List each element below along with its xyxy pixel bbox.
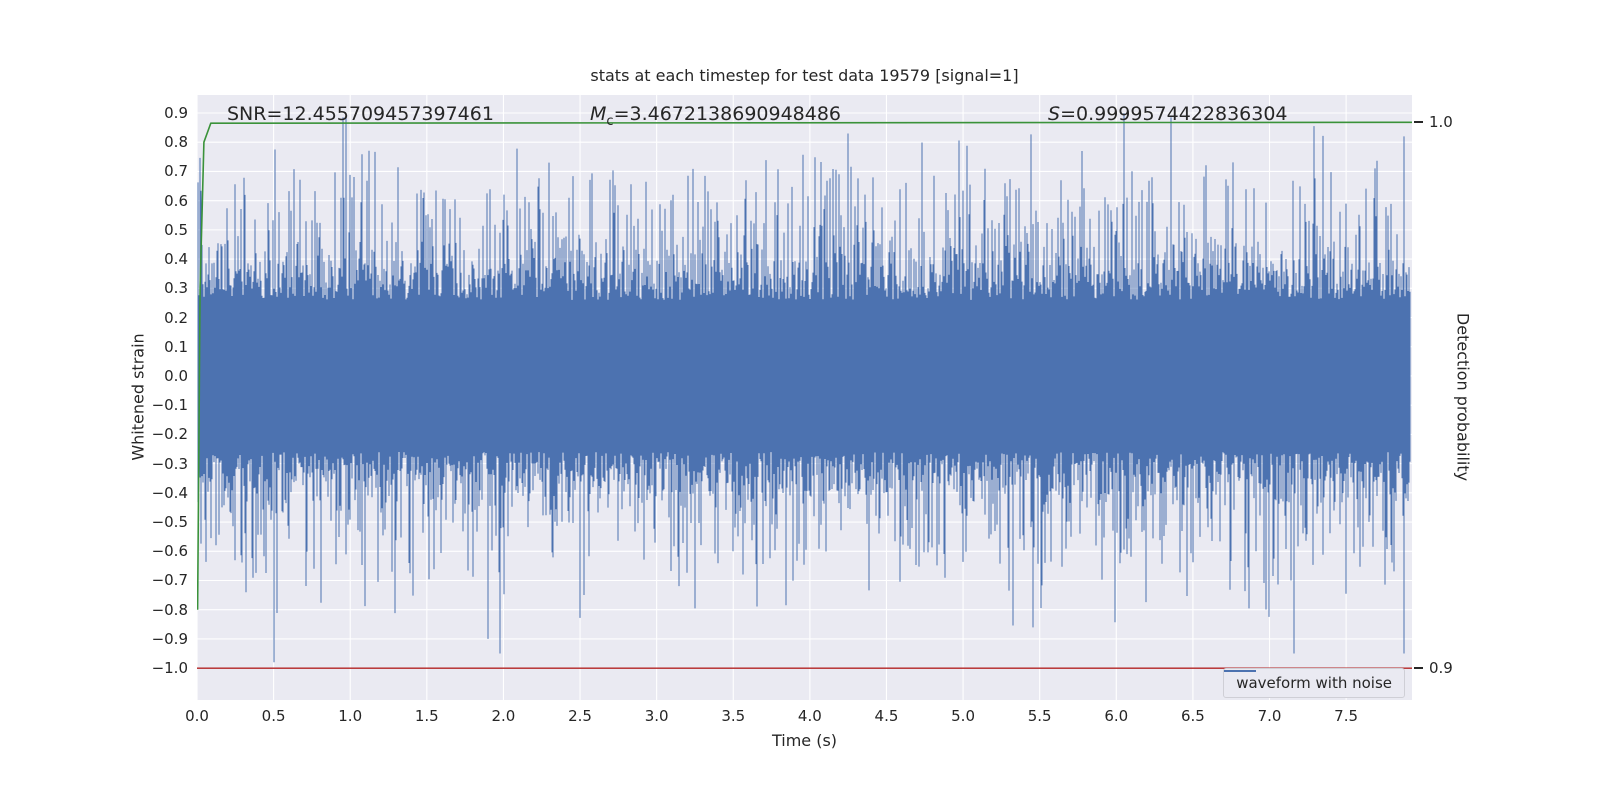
right-tick-mark bbox=[1414, 667, 1423, 670]
chart-title: stats at each timestep for test data 195… bbox=[590, 66, 1019, 85]
y-tick-label: 0.2 bbox=[164, 308, 188, 327]
x-tick-label: 3.0 bbox=[644, 707, 669, 725]
x-tick-label: 0.5 bbox=[261, 707, 286, 725]
x-tick-label: 2.0 bbox=[491, 707, 516, 725]
annotation-mc-subscript: c bbox=[606, 113, 614, 129]
x-tick-label: 1.5 bbox=[414, 707, 439, 725]
y-tick-label: 0.4 bbox=[164, 250, 188, 269]
y-tick-label: 0.7 bbox=[164, 162, 188, 181]
y-tick-label: −0.7 bbox=[151, 571, 188, 590]
right-tick-label: 1.0 bbox=[1429, 113, 1453, 132]
x-tick-label: 3.5 bbox=[721, 707, 746, 725]
y-tick-label: −1.0 bbox=[151, 659, 188, 678]
y-tick-label: 0.3 bbox=[164, 279, 188, 298]
y-tick-label: −0.1 bbox=[151, 396, 188, 415]
plot-area: SNR=12.455709457397461 Mc=3.467213869094… bbox=[197, 95, 1412, 700]
x-tick-label: 6.5 bbox=[1180, 707, 1205, 725]
y-tick-label: −0.8 bbox=[151, 600, 188, 619]
x-tick-label: 4.5 bbox=[874, 707, 899, 725]
x-tick-label: 5.5 bbox=[1027, 707, 1052, 725]
right-tick-mark bbox=[1414, 121, 1423, 124]
y-tick-label: −0.5 bbox=[151, 513, 188, 532]
annotation-s: S=0.9999574422836304 bbox=[1048, 103, 1288, 125]
annotation-snr-text: SNR=12.455709457397461 bbox=[227, 103, 494, 125]
legend-line-sample bbox=[1224, 670, 1257, 672]
x-tick-label: 0.0 bbox=[185, 707, 209, 725]
legend-label: waveform with noise bbox=[1236, 674, 1392, 692]
x-tick-label: 4.0 bbox=[797, 707, 822, 725]
x-tick-label: 6.0 bbox=[1104, 707, 1129, 725]
annotation-mc-var: M bbox=[590, 103, 607, 125]
y-tick-label: 0.6 bbox=[164, 191, 188, 210]
y-tick-label: −0.6 bbox=[151, 542, 188, 561]
y-tick-label: −0.2 bbox=[151, 425, 188, 444]
x-tick-label: 7.5 bbox=[1334, 707, 1359, 725]
y-tick-label: 0.8 bbox=[164, 133, 188, 152]
x-tick-label: 7.0 bbox=[1257, 707, 1282, 725]
legend: waveform with noise bbox=[1223, 668, 1405, 698]
x-tick-label: 5.0 bbox=[951, 707, 975, 725]
annotation-chirp-mass: Mc=3.4672138690948486 bbox=[590, 103, 841, 129]
y-tick-label: 0.0 bbox=[164, 366, 188, 385]
annotation-mc-value: =3.4672138690948486 bbox=[613, 103, 842, 125]
x-tick-label: 2.5 bbox=[568, 707, 592, 725]
y-tick-label: 0.9 bbox=[164, 103, 188, 122]
annotation-s-var: S bbox=[1048, 103, 1061, 125]
y-tick-label: 0.1 bbox=[164, 337, 188, 356]
right-tick-label: 0.9 bbox=[1429, 659, 1453, 678]
annotation-snr: SNR=12.455709457397461 bbox=[227, 103, 494, 125]
y-tick-label: −0.3 bbox=[151, 454, 188, 473]
y-tick-label: −0.9 bbox=[151, 629, 188, 648]
y-axis-label-right: Detection probability bbox=[1453, 312, 1473, 482]
y-tick-label: 0.5 bbox=[164, 220, 188, 239]
waveform-plot-canvas bbox=[197, 95, 1412, 700]
x-axis-label: Time (s) bbox=[771, 731, 838, 750]
annotation-s-value: =0.9999574422836304 bbox=[1060, 103, 1288, 125]
y-tick-label: −0.4 bbox=[151, 483, 188, 502]
x-tick-label: 1.0 bbox=[338, 707, 363, 725]
